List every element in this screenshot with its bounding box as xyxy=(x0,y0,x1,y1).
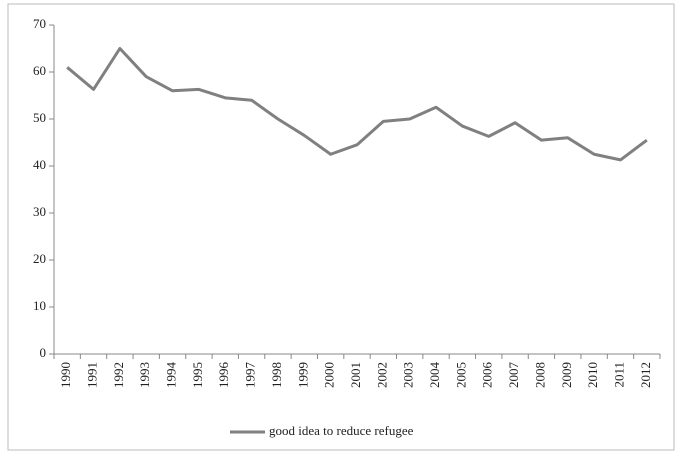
x-tick-label: 2006 xyxy=(480,362,495,389)
y-tick-label: 0 xyxy=(40,345,47,360)
y-tick-label: 30 xyxy=(33,204,46,219)
y-tick-label: 60 xyxy=(33,63,46,78)
x-tick-label: 1994 xyxy=(164,362,179,389)
x-tick-label: 1998 xyxy=(269,362,284,388)
x-tick-label: 2000 xyxy=(322,362,337,388)
x-tick-label: 2012 xyxy=(638,362,653,388)
x-tick-label: 2009 xyxy=(559,362,574,388)
x-tick-label: 2008 xyxy=(532,362,547,388)
x-tick-label: 1992 xyxy=(111,362,126,388)
x-tick-label: 2005 xyxy=(453,362,468,388)
y-tick-label: 40 xyxy=(33,157,46,172)
y-tick-label: 70 xyxy=(33,16,46,31)
x-tick-label: 2002 xyxy=(374,362,389,388)
x-tick-label: 1996 xyxy=(216,362,231,389)
x-tick-label: 2011 xyxy=(611,362,626,388)
x-tick-label: 1990 xyxy=(58,362,73,388)
x-tick-label: 1999 xyxy=(295,362,310,388)
x-tick-label: 2010 xyxy=(585,362,600,388)
legend-label: good idea to reduce refugee xyxy=(269,423,414,438)
x-tick-label: 1993 xyxy=(137,362,152,388)
line-series xyxy=(66,47,648,162)
x-tick-label: 2003 xyxy=(401,362,416,388)
y-tick-label: 10 xyxy=(33,298,46,313)
x-tick-label: 2001 xyxy=(348,362,363,388)
x-tick-label: 1991 xyxy=(85,362,100,388)
x-tick-label: 1997 xyxy=(243,362,258,389)
x-tick-label: 2004 xyxy=(427,362,442,389)
x-tick-label: 2007 xyxy=(506,362,521,389)
chart-frame xyxy=(7,3,675,451)
y-tick-label: 20 xyxy=(33,251,46,266)
y-tick-label: 50 xyxy=(33,110,46,125)
x-tick-label: 1995 xyxy=(190,362,205,388)
